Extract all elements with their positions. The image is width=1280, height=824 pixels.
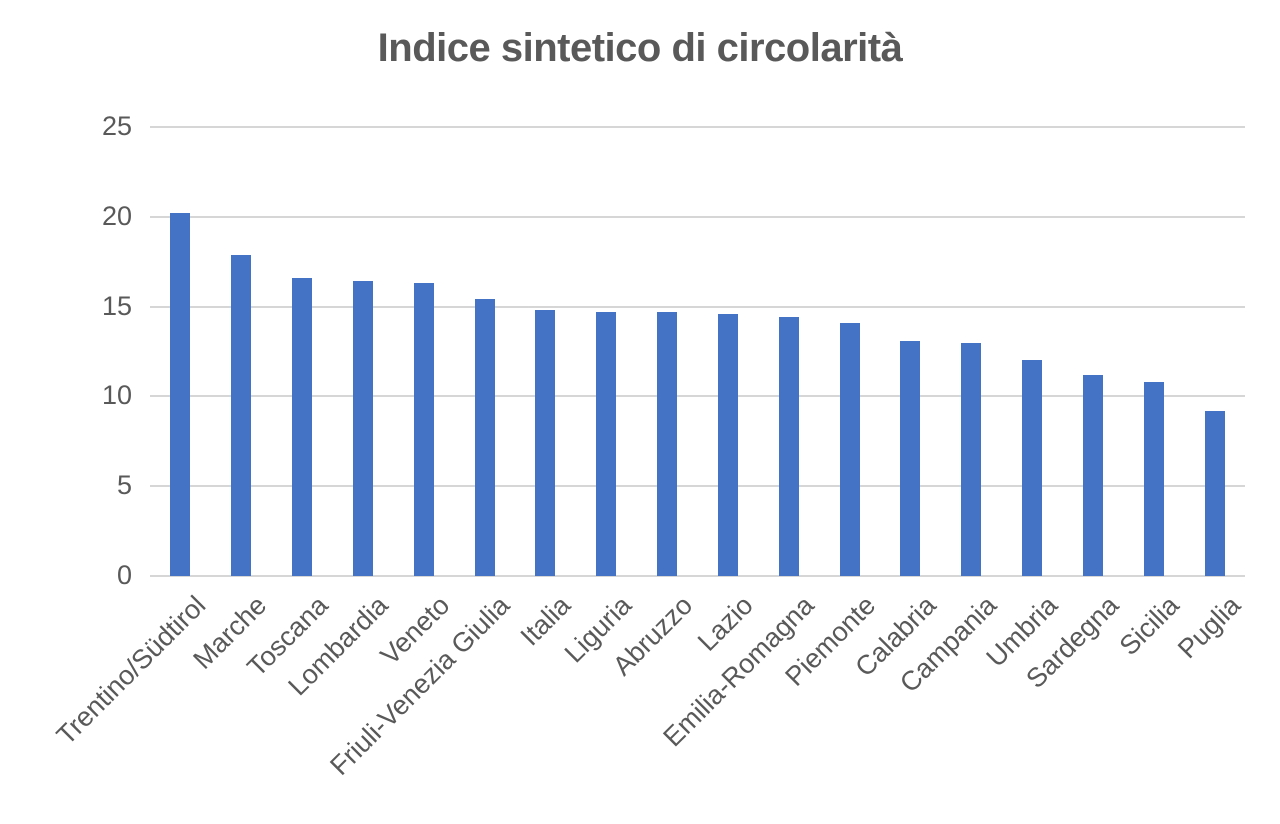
gridline bbox=[150, 485, 1245, 488]
bars-layer bbox=[150, 127, 1245, 576]
bar bbox=[352, 281, 373, 576]
y-axis-tick-label: 20 bbox=[101, 200, 132, 231]
y-axis-labels: 0 5 10 15 20 25 bbox=[0, 111, 132, 590]
gridline bbox=[150, 575, 1245, 577]
bar bbox=[961, 342, 982, 576]
bar bbox=[657, 312, 678, 576]
gridline bbox=[150, 305, 1245, 308]
y-axis-tick-label: 10 bbox=[101, 380, 132, 411]
y-axis-tick-label: 0 bbox=[116, 559, 132, 590]
bar bbox=[596, 312, 617, 576]
bar bbox=[413, 283, 434, 576]
x-axis-tick-label: Sicilia bbox=[1113, 590, 1185, 662]
bar bbox=[717, 313, 738, 576]
gridline bbox=[150, 215, 1245, 218]
plot-area bbox=[150, 126, 1245, 577]
gridline bbox=[150, 126, 1245, 128]
y-axis-tick-label: 5 bbox=[116, 470, 132, 501]
x-axis-tick-label: Puglia bbox=[1171, 590, 1246, 665]
chart-title: Indice sintetico di circolarità bbox=[377, 26, 903, 70]
bar bbox=[231, 254, 252, 576]
bar bbox=[1022, 360, 1043, 576]
bar bbox=[778, 317, 799, 576]
gridline bbox=[150, 395, 1245, 398]
y-axis-tick-label: 25 bbox=[101, 110, 132, 141]
x-axis-tick-label: Trentino/Südtirol bbox=[51, 590, 212, 751]
bar bbox=[839, 322, 860, 576]
bar bbox=[1143, 382, 1164, 576]
bar bbox=[474, 299, 495, 576]
y-axis-tick-label: 15 bbox=[101, 290, 132, 321]
bar bbox=[1082, 374, 1103, 576]
bar bbox=[170, 213, 191, 576]
gridlines-layer bbox=[150, 126, 1245, 577]
x-axis-labels: Trentino/Südtirol Marche Toscana Lombardia V… bbox=[51, 576, 1246, 824]
bar bbox=[292, 277, 313, 576]
bar bbox=[900, 340, 921, 576]
bar bbox=[535, 310, 556, 576]
bar bbox=[1204, 410, 1225, 576]
